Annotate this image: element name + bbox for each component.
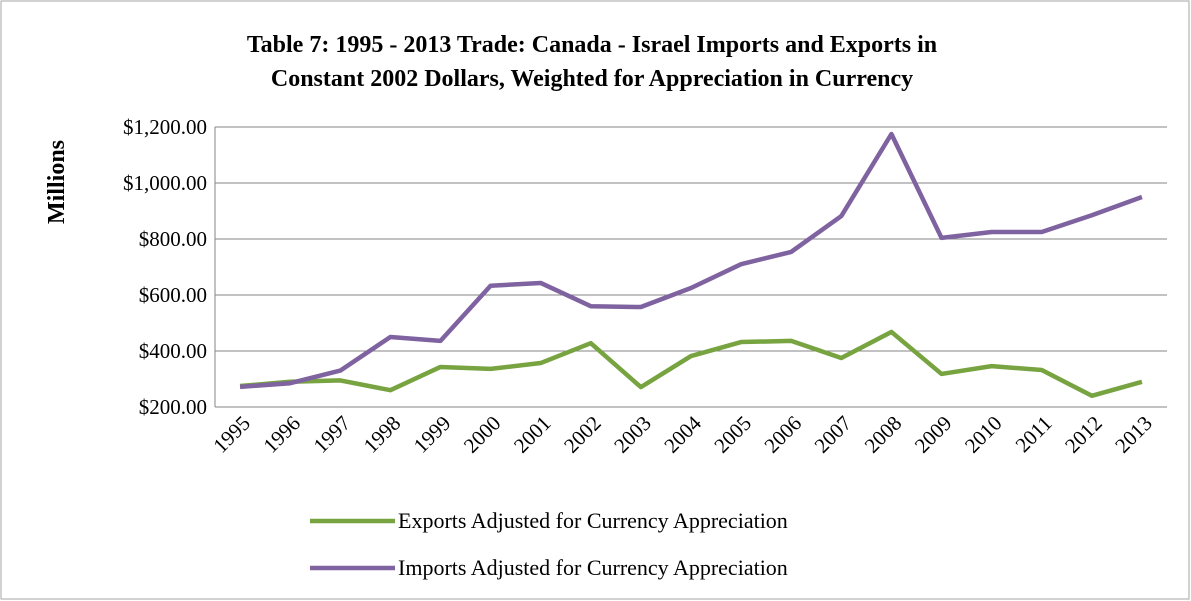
y-tick-label: $400.00: [139, 339, 207, 363]
y-axis-label: Millions: [44, 140, 70, 224]
y-tick-label: $1,200.00: [123, 115, 207, 139]
y-tick-label: $800.00: [139, 227, 207, 251]
legend-label: Imports Adjusted for Currency Appreciati…: [398, 555, 788, 580]
chart-title: Table 7: 1995 - 2013 Trade: Canada - Isr…: [247, 32, 937, 58]
y-tick-label: $200.00: [139, 395, 207, 419]
y-tick-label: $1,000.00: [123, 171, 207, 195]
legend-label: Exports Adjusted for Currency Appreciati…: [398, 508, 788, 533]
y-tick-label: $600.00: [139, 283, 207, 307]
series-line: [239, 131, 1143, 390]
chart-title: Constant 2002 Dollars, Weighted for Appr…: [271, 66, 913, 92]
series-line: [239, 329, 1143, 399]
